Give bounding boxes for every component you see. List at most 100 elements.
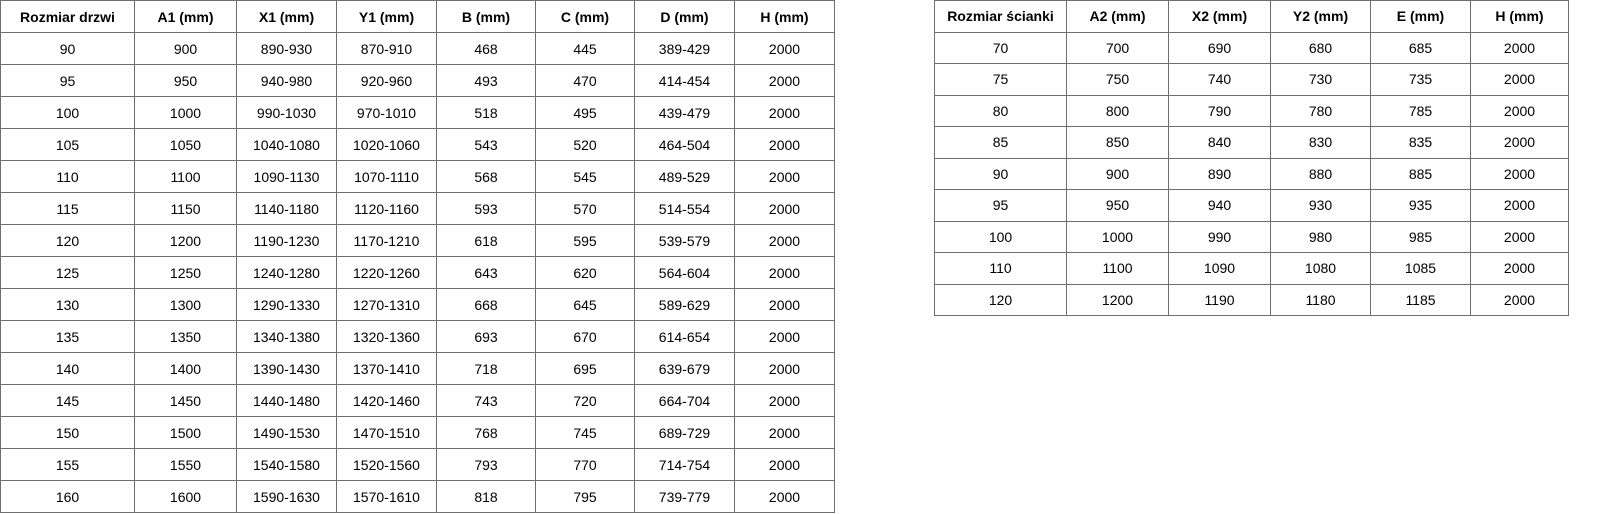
table-cell: 693 [436,320,536,353]
table-cell: 1390-1430 [236,352,337,385]
table-cell: 1100 [1066,252,1169,285]
table-cell: 795 [535,480,635,513]
table-cell: 850 [1066,126,1169,159]
table-cell: 2000 [1470,220,1569,253]
table-cell: 668 [436,288,536,321]
table-row: 110 1100 1090 1080 1085 2000 [934,252,1569,285]
table-cell: 1400 [134,352,237,385]
table-cell: 70 [934,31,1067,64]
table-row: 70 700 690 680 685 2000 [934,31,1569,64]
table-cell: 2000 [1470,31,1569,64]
table-cell: 1150 [134,192,237,225]
column-header: X2 (mm) [1168,0,1271,33]
table-cell: 735 [1370,63,1471,96]
table-cell: 2000 [734,448,835,481]
table-cell: 614-654 [634,320,735,353]
table-cell: 1050 [134,128,237,161]
table-cell: 639-679 [634,352,735,385]
table-cell: 950 [134,64,237,97]
door-size-table: Rozmiar drzwi A1 (mm) X1 (mm) Y1 (mm) B (mm)… [0,0,835,513]
table-cell: 643 [436,256,536,289]
table-cell: 645 [535,288,635,321]
table-cell: 564-604 [634,256,735,289]
table-row: 85 850 840 830 835 2000 [934,126,1569,159]
table-cell: 120 [0,224,135,257]
table-cell: 790 [1168,94,1271,127]
table-cell: 90 [934,157,1067,190]
table-cell: 980 [1270,220,1371,253]
table-cell: 90 [0,32,135,65]
table-row: 100 1000 990 980 985 2000 [934,220,1569,253]
table-cell: 2000 [734,288,835,321]
table-row: 160 1600 1590-1630 1570-1610 818 795 739-779 20… [0,480,835,513]
header-row: Rozmiar drzwi A1 (mm) X1 (mm) Y1 (mm) B (mm)… [0,0,835,33]
table-cell: 1520-1560 [336,448,437,481]
table-row: 100 1000 990-1030 970-1010 518 495 439-479 2000 [0,96,835,129]
table-cell: 100 [934,220,1067,253]
column-header: A2 (mm) [1066,0,1169,33]
table-cell: 1370-1410 [336,352,437,385]
table-cell: 1040-1080 [236,128,337,161]
table-row: 90 900 890-930 870-910 468 445 389-429 2000 [0,32,835,65]
table-cell: 445 [535,32,635,65]
table-cell: 150 [0,416,135,449]
table-cell: 464-504 [634,128,735,161]
table-cell: 1185 [1370,283,1471,316]
table-row: 95 950 940-980 920-960 493 470 414-454 2000 [0,64,835,97]
table-cell: 593 [436,192,536,225]
table-cell: 1440-1480 [236,384,337,417]
table-cell: 155 [0,448,135,481]
table-cell: 1190 [1168,283,1271,316]
table-cell: 95 [0,64,135,97]
table-cell: 714-754 [634,448,735,481]
table-cell: 135 [0,320,135,353]
table-cell: 1180 [1270,283,1371,316]
table-cell: 468 [436,32,536,65]
table-cell: 940 [1168,189,1271,222]
table-cell: 745 [535,416,635,449]
table-cell: 2000 [734,416,835,449]
table-cell: 110 [0,160,135,193]
table-cell: 768 [436,416,536,449]
table-cell: 940-980 [236,64,337,97]
table-cell: 618 [436,224,536,257]
table-cell: 495 [535,96,635,129]
table-cell: 695 [535,352,635,385]
table-row: 130 1300 1290-1330 1270-1310 668 645 589-629 20… [0,288,835,321]
table-row: 150 1500 1490-1530 1470-1510 768 745 689-729 20… [0,416,835,449]
table-cell: 1500 [134,416,237,449]
table-cell: 2000 [734,192,835,225]
table-row: 110 1100 1090-1130 1070-1110 568 545 489-529 20… [0,160,835,193]
table-cell: 1450 [134,384,237,417]
table-cell: 690 [1168,31,1271,64]
table-cell: 518 [436,96,536,129]
table-cell: 1420-1460 [336,384,437,417]
table-cell: 740 [1168,63,1271,96]
column-header: H (mm) [1470,0,1569,33]
table-cell: 1120-1160 [336,192,437,225]
table-cell: 2000 [734,96,835,129]
table-cell: 685 [1370,31,1471,64]
table-cell: 890-930 [236,32,337,65]
table-cell: 2000 [734,128,835,161]
table-cell: 1170-1210 [336,224,437,257]
table-row: 155 1550 1540-1580 1520-1560 793 770 714-754 20… [0,448,835,481]
table-cell: 414-454 [634,64,735,97]
table-cell: 493 [436,64,536,97]
table-cell: 1320-1360 [336,320,437,353]
table-cell: 2000 [734,64,835,97]
table-cell: 818 [436,480,536,513]
table-cell: 770 [535,448,635,481]
table-cell: 930 [1270,189,1371,222]
table-cell: 1020-1060 [336,128,437,161]
table-cell: 110 [934,252,1067,285]
table-cell: 670 [535,320,635,353]
table-cell: 1240-1280 [236,256,337,289]
table-cell: 489-529 [634,160,735,193]
table-cell: 1270-1310 [336,288,437,321]
table-cell: 664-704 [634,384,735,417]
table-cell: 543 [436,128,536,161]
table-cell: 1000 [1066,220,1169,253]
table-row: 125 1250 1240-1280 1220-1260 643 620 564-604 20… [0,256,835,289]
table-cell: 85 [934,126,1067,159]
